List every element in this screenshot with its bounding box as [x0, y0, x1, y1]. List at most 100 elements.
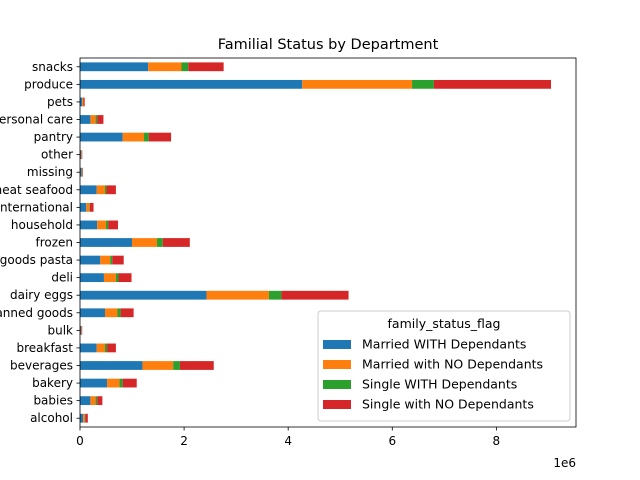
bar-pantry-series-3 — [148, 132, 172, 142]
bar-beverages-series-3 — [179, 361, 214, 370]
bar-canned-goods-series-2 — [117, 308, 121, 318]
legend-entry-label: Married WITH Dependants — [362, 337, 526, 352]
bar-alcohol-series-0 — [80, 413, 84, 423]
bar-bakery-series-2 — [119, 378, 123, 388]
bar-pantry-series-1 — [122, 132, 145, 142]
legend-box — [317, 310, 571, 422]
bar-meat-seafood-series-2 — [104, 185, 107, 195]
bar-bulk-series-3 — [81, 325, 83, 335]
bar-alcohol-series-2 — [84, 413, 86, 423]
y-tick-label: breakfast — [16, 341, 73, 355]
bar-pets-series-0 — [80, 97, 83, 107]
bar-babies-series-3 — [97, 396, 103, 406]
bar-household-series-0 — [80, 220, 98, 230]
plot-area: alcohol babies bakery beverages breakfast bul… — [0, 57, 577, 470]
y-tick-label: bakery — [32, 376, 73, 390]
y-tick-label: canned goods — [0, 306, 73, 320]
y-tick-label: personal care — [0, 113, 73, 127]
bar-breakfast-series-1 — [96, 343, 105, 353]
bar-other-series-3 — [81, 150, 83, 160]
x-tick-label: 4 — [284, 434, 292, 448]
bar-missing-series-3 — [82, 167, 83, 177]
bar-dairy-eggs-series-1 — [206, 290, 269, 300]
bar-other-series-1 — [81, 150, 82, 160]
bar-missing-series-0 — [80, 167, 82, 177]
bar-bulk-series-1 — [81, 325, 82, 335]
bar-dry-goods-pasta-series-3 — [112, 255, 124, 265]
bar-international-series-2 — [89, 202, 90, 212]
y-tick-label: snacks — [32, 60, 73, 74]
bar-meat-seafood-series-0 — [80, 185, 97, 195]
bar-dairy-eggs-series-0 — [80, 290, 207, 300]
bar-alcohol-series-1 — [83, 413, 85, 423]
bar-canned-goods-series-1 — [104, 308, 118, 318]
x-tick-label: 2 — [180, 434, 188, 448]
bar-pantry-series-2 — [144, 132, 149, 142]
y-tick-label: produce — [24, 77, 73, 91]
chart-title: Familial Status by Department — [218, 37, 439, 53]
bar-beverages-series-2 — [173, 361, 180, 370]
legend-swatch — [323, 400, 351, 409]
bar-babies-series-0 — [80, 396, 91, 406]
bar-other-series-0 — [80, 150, 82, 160]
bar-deli-series-1 — [103, 273, 116, 283]
y-tick-label: other — [41, 148, 73, 162]
bar-personal-care-series-3 — [97, 115, 104, 124]
y-tick-label: missing — [27, 165, 73, 179]
x-offset-label: 1e6 — [553, 456, 576, 470]
bar-dry-goods-pasta-series-0 — [80, 255, 101, 265]
bar-snacks-series-2 — [181, 62, 189, 72]
bar-meat-seafood-series-3 — [106, 185, 116, 195]
legend-swatch — [323, 340, 351, 349]
y-tick-label: dairy eggs — [10, 288, 73, 302]
bar-frozen-series-1 — [132, 238, 158, 247]
x-tick-label: 0 — [76, 434, 84, 448]
bar-canned-goods-series-3 — [120, 308, 134, 318]
bar-personal-care-series-1 — [90, 115, 96, 124]
x-tick-label: 8 — [493, 434, 501, 448]
bar-babies-series-2 — [95, 396, 98, 406]
bar-deli-series-3 — [118, 273, 132, 283]
legend-title: family_status_flag — [388, 316, 501, 331]
legend-entry-label: Single WITH Dependants — [362, 377, 517, 392]
bar-bakery-series-1 — [107, 378, 120, 388]
bar-beverages-series-1 — [142, 361, 174, 370]
legend-entry-label: Married with NO Dependants — [362, 357, 543, 372]
bar-household-series-3 — [108, 220, 118, 230]
bar-bulk-series-0 — [80, 325, 82, 335]
bar-bakery-series-3 — [122, 378, 137, 388]
bar-breakfast-series-3 — [107, 343, 116, 353]
bar-dry-goods-pasta-series-1 — [100, 255, 111, 265]
bar-dairy-eggs-series-2 — [268, 290, 282, 300]
x-tick-label: 6 — [388, 434, 396, 448]
y-tick-label: frozen — [35, 236, 73, 250]
bar-frozen-series-3 — [162, 238, 190, 247]
bar-produce-series-2 — [412, 79, 434, 89]
bar-missing-series-1 — [81, 167, 83, 177]
y-tick-label: dry goods pasta — [0, 253, 73, 267]
bar-frozen-series-0 — [80, 238, 133, 247]
bar-international-series-0 — [80, 202, 87, 212]
y-tick-label: household — [11, 218, 73, 232]
bar-deli-series-2 — [115, 273, 119, 283]
bar-babies-series-1 — [90, 396, 96, 406]
bar-international-series-3 — [89, 202, 94, 212]
bar-produce-series-3 — [433, 79, 552, 89]
bar-dairy-eggs-series-3 — [281, 290, 349, 300]
legend-swatch — [323, 380, 351, 389]
legend-swatch — [323, 360, 351, 369]
bar-dry-goods-pasta-series-2 — [110, 255, 113, 265]
bar-snacks-series-1 — [148, 62, 182, 72]
bar-canned-goods-series-0 — [80, 308, 105, 318]
bar-household-series-1 — [97, 220, 107, 230]
bar-pets-series-1 — [82, 97, 84, 107]
y-tick-label: deli — [51, 271, 73, 285]
bar-pets-series-3 — [83, 97, 85, 107]
bar-pantry-series-0 — [80, 132, 123, 142]
bar-breakfast-series-2 — [104, 343, 108, 353]
bar-bakery-series-0 — [80, 378, 108, 388]
bar-produce-series-1 — [302, 79, 413, 89]
y-tick-label: pantry — [34, 130, 73, 144]
bar-meat-seafood-series-1 — [96, 185, 105, 195]
